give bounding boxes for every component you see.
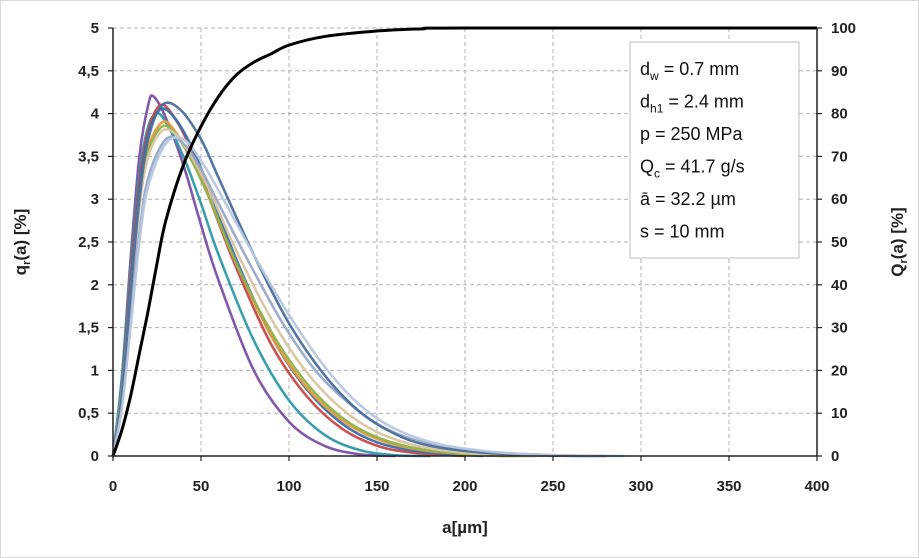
x-tick-label: 400 [804,478,829,495]
y-left-axis-label: qr(a) [%] [11,209,33,276]
x-tick-label: 0 [109,478,117,495]
y-left-tick-label: 3 [91,191,99,208]
y-right-tick-label: 20 [831,362,848,379]
y-left-tick-label: 3,5 [78,148,99,165]
annotation-line: ā = 32.2 µm [640,189,736,209]
y-right-axis-label: Qr(a) [%] [888,207,910,276]
y-left-tick-label: 1,5 [78,320,99,337]
density-series-line-9 [111,101,608,458]
x-tick-label: 150 [364,478,389,495]
y-left-tick-label: 2,5 [78,234,99,251]
annotation-box-frame [629,41,800,259]
x-axis-label: a[µm] [442,518,488,537]
y-left-tick-label: 5 [91,20,99,37]
y-right-tick-label: 60 [831,191,848,208]
y-right-tick-label: 90 [831,63,848,80]
y-left-tick-label: 1 [91,362,99,379]
x-tick-label: 350 [716,478,741,495]
y-right-tick-label: 0 [831,448,839,465]
y-left-tick-label: 4,5 [78,63,99,80]
ticks-layer: 0 50 100 150 200 250 300 350 40000,511,522,533,5… [11,20,910,537]
y-left-tick-label: 0 [91,448,99,465]
y-right-tick-label: 30 [831,320,848,337]
y-right-tick-label: 70 [831,148,848,165]
y-right-tick-label: 10 [831,405,848,422]
annotation-line: dh1 = 2.4 mm [640,92,744,116]
x-tick-label: 50 [193,478,210,495]
x-tick-label: 100 [276,478,301,495]
series-layer [111,26,818,458]
annotation-box: dw = 0.7 mm dh1 = 2.4 mm p = 250 MPa Qc = 4… [629,41,800,259]
x-tick-label: 250 [540,478,565,495]
y-right-tick-label: 50 [831,234,848,251]
density-series-line-10 [111,136,625,458]
x-tick-label: 200 [452,478,477,495]
y-left-tick-label: 0,5 [78,405,99,422]
y-left-tick-label: 4 [91,106,100,123]
annotation-line: dw = 0.7 mm [640,59,739,83]
annotation-line: Qc = 41.7 g/s [640,157,745,181]
annotation-line: p = 250 MPa [640,124,744,144]
annotation-line: s = 10 mm [640,222,725,242]
y-right-tick-label: 40 [831,277,848,294]
y-left-tick-label: 2 [91,277,99,294]
y-right-tick-label: 80 [831,106,848,123]
y-right-tick-label: 100 [831,20,856,37]
cumulative-distribution-line [111,26,818,457]
x-tick-label: 300 [628,478,653,495]
